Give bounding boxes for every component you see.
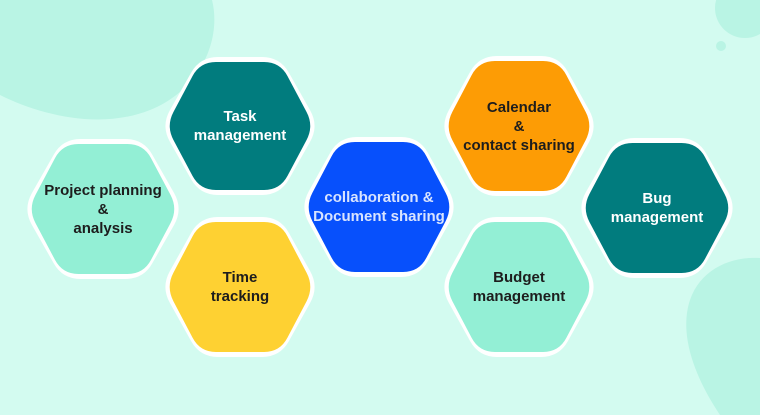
background-blob-top [0, 0, 215, 120]
hexagon-label: Task management [160, 56, 320, 196]
hexagon-fill [448, 222, 590, 352]
hexagon-label: Project planning & analysis [22, 138, 184, 280]
hexagon-label: Time tracking [160, 216, 320, 358]
background-blob-bottom-right [686, 257, 760, 415]
hexagon-fill [585, 143, 729, 273]
hexagon-fill [169, 222, 311, 352]
label-line: management [472, 288, 566, 305]
hexagon-task-management: Task management [160, 56, 320, 196]
hexagon-collaboration-document-sharing: collaboration & Document sharing [299, 136, 459, 278]
hexagon-shape [304, 137, 454, 277]
background-dot [716, 41, 726, 51]
label-line: Calendar [486, 98, 552, 116]
hexagon-fill [308, 142, 450, 272]
label-line: & [513, 117, 525, 135]
label-line: management [193, 127, 287, 144]
hexagon-label: collaboration & Document sharing [299, 136, 459, 278]
hexagon-project-planning: Project planning & analysis [22, 138, 184, 280]
hexagon-shape [165, 217, 315, 357]
label-line: Project planning [44, 181, 162, 199]
label-line: Task [223, 108, 257, 125]
hexagon-fill [448, 61, 590, 191]
hexagon-calendar-contact-sharing: Calendar & contact sharing [439, 55, 599, 197]
hexagon-label: Bug management [576, 137, 738, 279]
label-line: Budget [493, 269, 545, 286]
hexagon-budget-management: Budget management [439, 216, 599, 358]
label-line: tracking [210, 288, 270, 305]
label-line: analysis [73, 219, 133, 237]
label-line: contact sharing [463, 136, 575, 154]
label-line: Time [222, 269, 258, 286]
label-line: Bug [642, 190, 672, 207]
hexagon-bug-management: Bug management [576, 137, 738, 279]
hexagon-label: Budget management [439, 216, 599, 358]
label-line: collaboration & [324, 189, 434, 206]
label-line: management [610, 209, 704, 226]
background-circle-top-right [715, 0, 760, 38]
hexagon-shape [165, 57, 315, 195]
hexagon-label: Calendar & contact sharing [439, 55, 599, 197]
hexagon-shape [444, 217, 594, 357]
hexagon-fill [169, 62, 311, 190]
hexagon-shape [27, 139, 179, 279]
label-line: Document sharing [313, 208, 445, 225]
label-line: & [97, 200, 109, 218]
hexagon-time-tracking: Time tracking [160, 216, 320, 358]
hexagon-fill [31, 144, 175, 274]
hexagon-shape [581, 138, 733, 278]
hexagon-shape [444, 56, 594, 196]
